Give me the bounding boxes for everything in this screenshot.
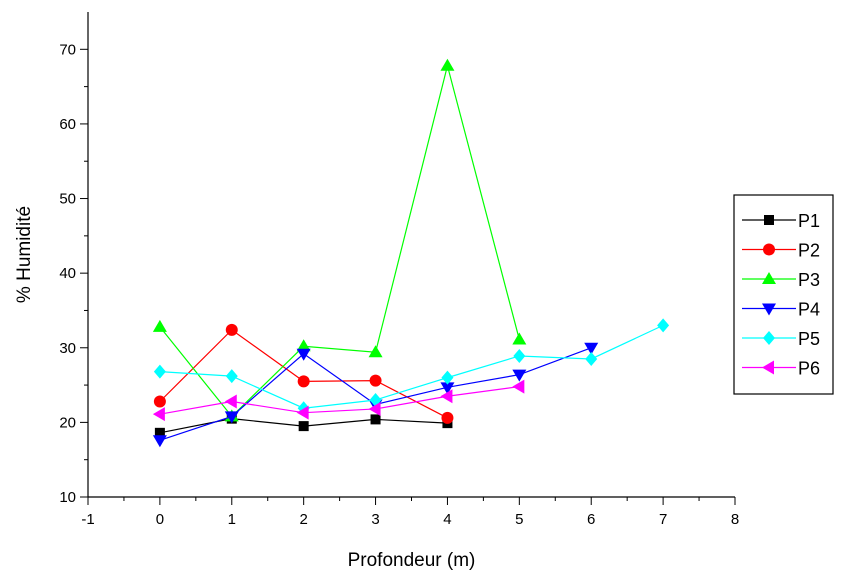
data-point-p6 (368, 401, 381, 416)
y-axis-title: % Humidité (14, 206, 35, 303)
legend-item-p2: P2 (742, 241, 820, 261)
data-point-p1 (298, 421, 309, 432)
data-point-p6 (512, 379, 525, 394)
plot-series (152, 58, 670, 448)
data-point-p3 (440, 58, 455, 71)
data-point-p5 (153, 364, 166, 379)
y-tick-label: 50 (59, 191, 76, 208)
legend: P1 P2 P3 P4 P5 P6 (733, 194, 834, 395)
legend-marker (764, 215, 774, 225)
x-tick-label: 7 (659, 511, 667, 528)
legend-marker (763, 331, 775, 345)
x-tick-label: 5 (515, 511, 523, 528)
data-point-p2 (153, 395, 166, 408)
data-point-p2 (369, 374, 382, 387)
data-point-p4 (152, 435, 167, 448)
legend-label: P4 (798, 300, 820, 320)
series-line-p6 (159, 385, 520, 415)
y-tick-label: 10 (59, 489, 76, 506)
data-point-p5 (513, 348, 526, 363)
legend-item-p1: P1 (742, 211, 820, 231)
data-point-p4 (224, 411, 239, 424)
legend-label: P5 (798, 329, 820, 349)
axes: -1 0 1 2 3 4 5 6 7 8 10 20 30 40 50 60 70 (59, 12, 739, 528)
legend-marker (762, 272, 776, 284)
data-point-p5 (585, 351, 598, 366)
data-point-p6 (152, 407, 165, 422)
data-point-p3 (152, 319, 167, 332)
data-point-p2 (297, 375, 310, 388)
legend-marker (763, 243, 775, 256)
legend-marker (762, 360, 774, 375)
data-point-p4 (296, 348, 311, 361)
data-point-p6 (440, 389, 453, 404)
data-point-p1 (370, 414, 381, 425)
x-tick-label: 0 (156, 511, 164, 528)
x-tick-label: 2 (299, 511, 307, 528)
series-p1 (154, 413, 453, 438)
x-tick-label: 8 (731, 511, 739, 528)
legend-label: P3 (798, 270, 820, 290)
data-point-p5 (225, 369, 238, 384)
legend-item-p4: P4 (742, 300, 820, 320)
legend-item-p6: P6 (742, 359, 820, 379)
data-point-p2 (441, 411, 454, 424)
data-point-p4 (440, 382, 455, 395)
series-p3 (152, 58, 527, 422)
data-point-p3 (512, 332, 527, 345)
data-point-p6 (296, 405, 309, 420)
data-point-p2 (225, 323, 238, 336)
x-tick-label: 6 (587, 511, 595, 528)
y-tick-label: 70 (59, 41, 76, 58)
legend-item-p5: P5 (742, 329, 820, 349)
legend-marker (762, 303, 776, 316)
data-point-p3 (296, 339, 311, 352)
y-tick-label: 40 (59, 265, 76, 282)
series-line-p3 (159, 65, 520, 418)
data-point-p5 (657, 318, 670, 333)
series-p4 (152, 342, 599, 448)
x-tick-label: 4 (443, 511, 451, 528)
x-tick-label: -1 (81, 511, 94, 528)
data-point-p6 (224, 394, 237, 409)
data-point-p1 (154, 427, 165, 438)
data-point-p4 (512, 369, 527, 382)
legend-label: P2 (798, 241, 820, 261)
y-tick-label: 60 (59, 116, 76, 133)
series-p5 (153, 318, 670, 416)
legend-label: P1 (798, 211, 820, 231)
data-point-p5 (441, 370, 454, 385)
data-point-p4 (584, 342, 599, 355)
x-tick-label: 3 (371, 511, 379, 528)
series-line-p5 (159, 324, 664, 409)
y-tick-label: 30 (59, 340, 76, 357)
legend-label: P6 (798, 359, 820, 379)
x-axis-title: Profondeur (m) (348, 550, 476, 571)
y-tick-label: 20 (59, 414, 76, 431)
legend-box (733, 194, 834, 395)
legend-item-p3: P3 (742, 270, 820, 290)
x-tick-label: 1 (228, 511, 236, 528)
series-p6 (152, 379, 525, 422)
data-point-p3 (368, 345, 383, 358)
